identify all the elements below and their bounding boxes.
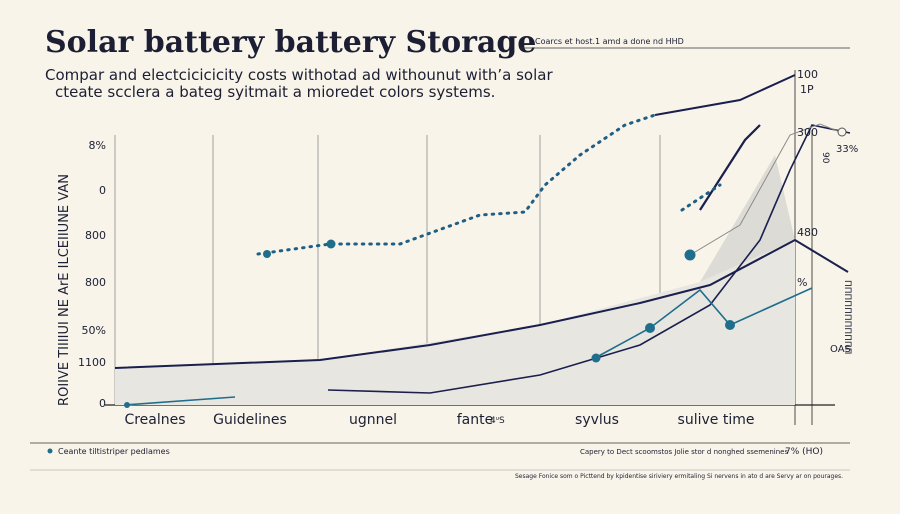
- x-tick-label: ugnnel: [349, 412, 397, 428]
- y-tick-label: 800: [85, 276, 106, 289]
- y-tick-label: 8%: [89, 139, 106, 152]
- line: [689, 123, 841, 256]
- side-label: OAS: [830, 344, 851, 355]
- x-tick-label: Crealnes: [124, 412, 185, 428]
- dots: [256, 113, 722, 256]
- right-tick-label: 480: [797, 226, 818, 239]
- y-axis-title: ROIIVE TIIIIUI NE ArE ILCEIIUNE VAN: [57, 174, 72, 406]
- right-tick-label: 1P: [800, 83, 814, 96]
- markers: [124, 239, 735, 408]
- line: [594, 287, 813, 359]
- line: [699, 124, 761, 211]
- legend-marker: [47, 448, 53, 454]
- line: [327, 124, 851, 394]
- x-note: 4ᶸS: [490, 416, 505, 426]
- subtitle: cteate scclera a bateg syitmait a miored…: [55, 83, 495, 101]
- x-tick-label: syvlus: [575, 412, 619, 428]
- y-tick-label: 1100: [78, 356, 106, 369]
- right-tick-label: %: [797, 276, 807, 289]
- y-tick-label: 50%: [82, 324, 106, 337]
- y-tick-label: 0: [99, 184, 106, 197]
- y-tick-label: 800: [85, 229, 106, 242]
- line: [654, 74, 796, 116]
- side-label: 33%: [836, 144, 858, 155]
- line: [124, 396, 236, 406]
- line: [114, 238, 849, 369]
- area: [700, 155, 795, 282]
- area: [115, 240, 795, 405]
- x-tick-label: Guidelines: [213, 412, 287, 428]
- note: Coarcs et host.1 amd a done nd HHD: [535, 37, 684, 46]
- vertical-label: ППППППППППП: [842, 280, 852, 354]
- right-tick-label: 100: [797, 68, 818, 81]
- right-tick-label: 300: [797, 126, 818, 139]
- title: Solar battery battery Storage: [45, 25, 536, 60]
- x-tick-label: sulive time: [678, 412, 755, 428]
- caption: Capery to Dect scoomstos Jolie stor d no…: [580, 448, 788, 456]
- caption-value: 7% (HO): [785, 447, 823, 457]
- y-tick-label: 0: [99, 397, 106, 410]
- footer: Sesage Fonice som o Picttend by kpidenti…: [515, 473, 843, 480]
- marker: [837, 127, 847, 137]
- subtitle: Compar and electcicicicity costs withota…: [45, 66, 553, 84]
- x-tick-label: fante: [457, 412, 493, 428]
- side-label: 90: [820, 152, 830, 164]
- legend-label: Ceante tiltistriper pedlames: [58, 447, 170, 456]
